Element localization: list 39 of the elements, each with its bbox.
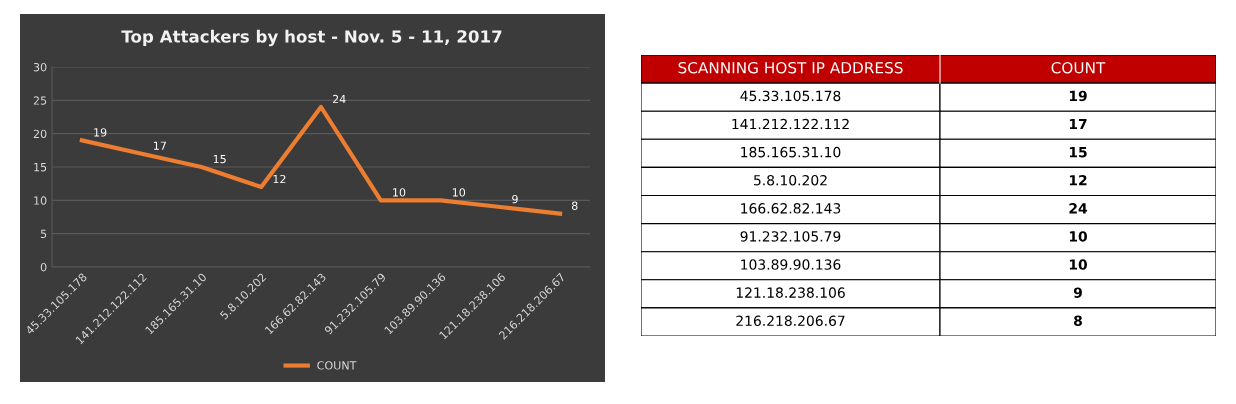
data-label: 8: [571, 201, 578, 210]
line-series: [79, 104, 563, 216]
data-label: 24: [332, 94, 346, 104]
y-tick-label: 15: [34, 163, 47, 172]
text: SCANNING HOST IP ADDRESS: [678, 61, 903, 74]
data-label: 15: [213, 155, 226, 164]
text: COUNT: [1051, 61, 1106, 74]
y-tick-label: 30: [33, 62, 47, 72]
legend-label: COUNT: [317, 361, 357, 370]
data-label: 12: [273, 174, 286, 184]
data-label: 10: [452, 188, 466, 197]
category-label: 91.232.105.79: [740, 231, 841, 242]
category-label: 121.18.238.106: [736, 287, 845, 298]
category-label: 103.89.90.136: [741, 259, 841, 270]
category-label: 5.8.10.202: [754, 174, 827, 186]
data-label: 10: [393, 188, 406, 197]
data-label: 17: [1069, 118, 1087, 130]
category-label: 166.62.82.143: [741, 203, 841, 214]
y-tick-label: 0: [40, 262, 47, 272]
category-label: 216.218.206.67: [736, 315, 845, 326]
category-label: 45.33.105.178: [740, 90, 841, 102]
data-label: 10: [1069, 259, 1087, 270]
data-label: 24: [1069, 203, 1088, 214]
chart-title: Top Attackers by host - Nov. 5 - 11, 2017: [121, 29, 502, 47]
data-label: 19: [1069, 90, 1087, 102]
data-label: 19: [94, 128, 107, 137]
data-label: 17: [154, 141, 166, 150]
data-label: 9: [512, 194, 518, 204]
y-tick-label: 25: [33, 96, 47, 105]
data-label: 8: [1074, 315, 1082, 326]
y-tick-label: 10: [34, 196, 47, 205]
data-label: 12: [1069, 174, 1087, 186]
y-tick-label: 5: [40, 229, 47, 239]
category-label: 185.165.31.10: [741, 146, 841, 158]
y-tick-label: 20: [33, 129, 47, 139]
category-label: 141.212.122.112: [732, 118, 849, 130]
data-label: 10: [1069, 231, 1087, 242]
data-label: 9: [1073, 287, 1082, 298]
data-label: 15: [1069, 147, 1087, 158]
